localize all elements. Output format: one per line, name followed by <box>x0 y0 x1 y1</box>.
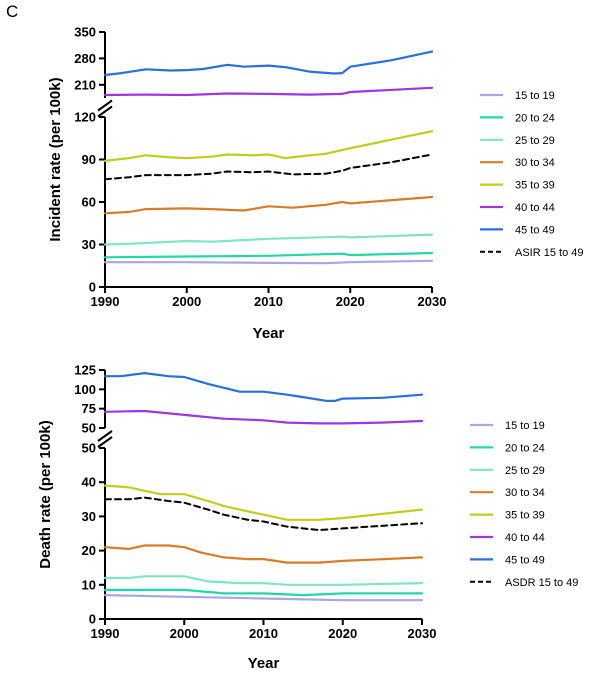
y-tick-label: 30 <box>82 509 96 524</box>
x-tick-label: 2000 <box>172 294 201 309</box>
legend: 15 to 19 20 to 24 25 to 29 30 to 34 35 to 39… <box>480 90 584 259</box>
axis-break-mark <box>97 430 113 442</box>
legend-entry: 35 to 39 <box>515 180 555 192</box>
series-line-8 <box>104 496 423 532</box>
y-tick-label: 20 <box>82 543 96 558</box>
legend-entry: ASDR 15 to 49 <box>505 577 578 589</box>
legend-entry: 30 to 34 <box>505 487 545 499</box>
legend-entry: 25 to 29 <box>505 465 545 477</box>
y-tick-label: 210 <box>74 77 96 92</box>
x-tick-label: 2030 <box>408 626 437 641</box>
series-line-6 <box>103 409 424 425</box>
y-tick-label: 40 <box>82 475 96 490</box>
series-line-4 <box>103 544 424 564</box>
y-axis-title: Incident rate (per 100k) <box>47 77 64 241</box>
series-line-5 <box>103 484 424 521</box>
axis-break-mark <box>97 105 113 118</box>
legend-entry: 30 to 34 <box>515 157 555 169</box>
y-tick-label: 120 <box>74 110 96 125</box>
axis-break-mark <box>97 436 113 448</box>
legend-entry: 45 to 49 <box>515 224 555 236</box>
legend-entry: 45 to 49 <box>505 554 545 566</box>
y-tick-label: 100 <box>74 382 96 397</box>
x-tick-label: 2030 <box>418 294 447 309</box>
chart-1: 0 30 60 90 120 210 280 350 1990 2000 2010 2020 2030 Y… <box>47 25 584 343</box>
x-axis-title: Year <box>253 325 285 342</box>
x-tick-label: 2020 <box>328 626 357 641</box>
series-line-6 <box>103 86 434 97</box>
legend-entry: 20 to 24 <box>505 442 545 454</box>
axis-break-mark <box>97 99 113 112</box>
y-tick-label: 350 <box>74 25 96 40</box>
series-line-2 <box>103 251 434 259</box>
y-tick-label: 50 <box>82 441 96 456</box>
series-line-4 <box>103 195 434 215</box>
legend: 15 to 19 20 to 24 25 to 29 30 to 34 35 to 39… <box>470 420 578 589</box>
y-tick-label: 0 <box>89 280 96 295</box>
x-axis-title: Year <box>248 655 280 672</box>
legend-entry: 25 to 29 <box>515 135 555 147</box>
y-tick-label: 60 <box>82 195 96 210</box>
series-line-3 <box>103 575 424 586</box>
x-tick-label: 2000 <box>170 626 199 641</box>
x-tick-label: 2010 <box>249 626 278 641</box>
legend-entry: 40 to 44 <box>505 532 545 544</box>
legend-entry: ASIR 15 to 49 <box>515 247 584 259</box>
series-line-1 <box>103 593 424 602</box>
x-tick-label: 2020 <box>336 294 365 309</box>
series-line-3 <box>103 233 434 246</box>
panel-label: C <box>6 2 19 21</box>
legend-entry: 15 to 19 <box>505 420 545 432</box>
y-axis-title: Death rate (per 100k) <box>37 420 54 568</box>
x-tick-label: 1990 <box>91 626 120 641</box>
y-tick-label: 280 <box>74 51 96 66</box>
legend-entry: 20 to 24 <box>515 112 555 124</box>
series-line-5 <box>103 130 434 162</box>
series-line-7 <box>103 372 424 402</box>
y-tick-label: 10 <box>82 577 96 592</box>
legend-entry: 40 to 44 <box>515 202 555 214</box>
x-tick-label: 1990 <box>91 294 120 309</box>
series-line-7 <box>103 50 434 77</box>
x-tick-label: 2010 <box>254 294 283 309</box>
y-tick-label: 50 <box>82 421 96 436</box>
y-tick-label: 30 <box>82 237 96 252</box>
legend-entry: 35 to 39 <box>505 510 545 522</box>
y-tick-label: 125 <box>74 363 96 378</box>
y-tick-label: 0 <box>89 612 96 627</box>
y-tick-label: 75 <box>82 401 96 416</box>
series-line-2 <box>103 588 424 597</box>
series-line-1 <box>103 259 434 265</box>
y-tick-label: 90 <box>82 152 96 167</box>
series-line-8 <box>104 153 433 181</box>
legend-entry: 15 to 19 <box>515 90 555 102</box>
